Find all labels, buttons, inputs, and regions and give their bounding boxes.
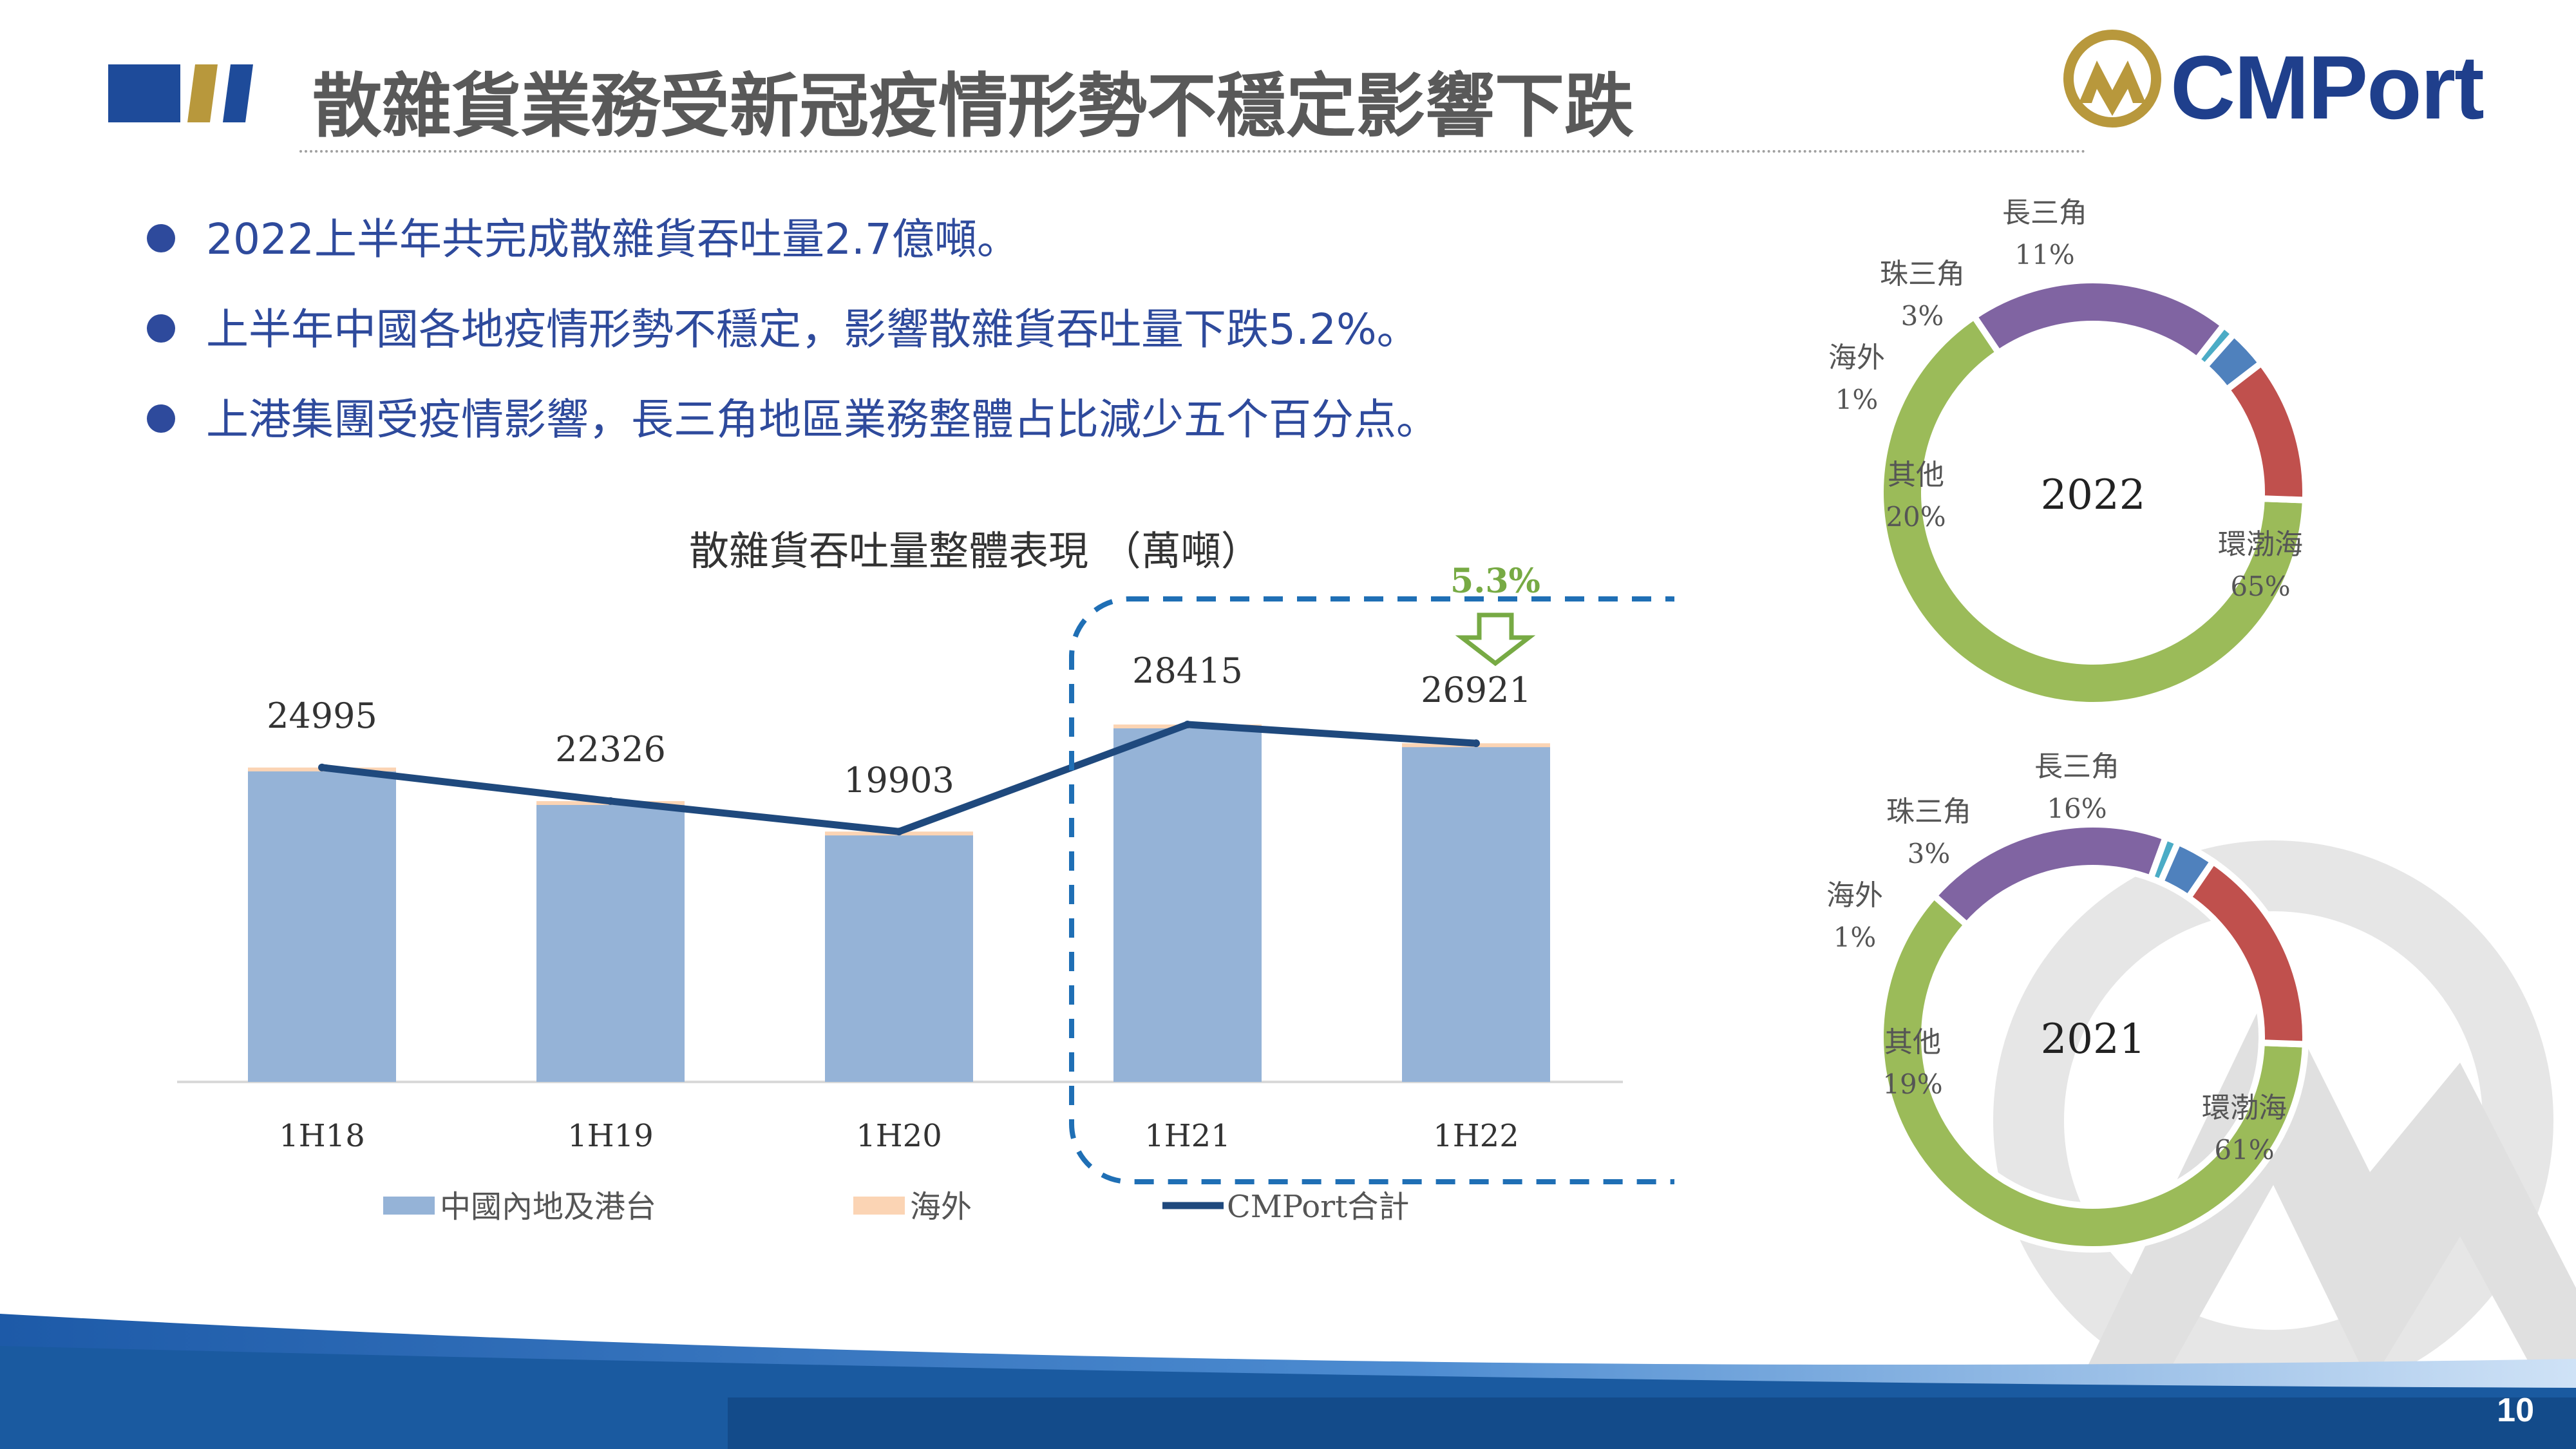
title-divider bbox=[299, 150, 2087, 153]
line-CMPort合計 bbox=[321, 721, 1477, 835]
x-tick-label: 1H19 bbox=[567, 1118, 653, 1154]
bullet-item: 2022上半年共完成散雜貨吞吐量2.7億噸。 bbox=[147, 205, 1019, 267]
x-tick-label: 1H21 bbox=[1144, 1118, 1230, 1154]
legend-swatch bbox=[853, 1197, 905, 1215]
donut-value-label: 19% bbox=[1882, 1068, 1942, 1100]
x-tick-label: 1H22 bbox=[1433, 1118, 1519, 1154]
donut-value-label: 16% bbox=[2047, 793, 2107, 824]
legend-label: 中國內地及港台 bbox=[440, 1189, 656, 1225]
donut-chart-2022: 2022 環渤海 65% 其他 20% 海外 1% 珠三角 3% 長三角 11% bbox=[1828, 196, 2309, 708]
throughput-bar-chart: 1H18 24995 1H19 22326 1H20 19903 1H21 28415 1H22… bbox=[177, 562, 1674, 1225]
donut-slice-其他 bbox=[1969, 277, 2229, 365]
donut-value-label: 20% bbox=[1886, 501, 1946, 533]
donut-category-label: 長三角 bbox=[2034, 750, 2119, 783]
bullet-item: 上半年中國各地疫情形勢不穩定，影響散雜貨吞吐量下跌5.2%。 bbox=[147, 295, 1419, 357]
down-arrow-icon bbox=[1455, 612, 1536, 667]
title-decoration-bars bbox=[108, 64, 253, 122]
data-label: 19903 bbox=[844, 760, 954, 800]
slide-title: 散雜貨業務受新冠疫情形勢不穩定影響下跌 bbox=[312, 66, 1634, 147]
page-number: 10 bbox=[2497, 1392, 2534, 1429]
bar-中國內地及港台 bbox=[1113, 728, 1262, 1082]
donut-category-label: 其他 bbox=[1888, 459, 1944, 491]
bar-中國內地及港台 bbox=[536, 804, 685, 1082]
donut-category-label: 珠三角 bbox=[1886, 795, 1971, 828]
donut-value-label: 3% bbox=[1908, 838, 1951, 869]
donut-value-label: 61% bbox=[2214, 1134, 2274, 1166]
donut-category-label: 海外 bbox=[1828, 341, 1885, 374]
bullet-dot-icon bbox=[147, 404, 175, 433]
donut-value-label: 3% bbox=[1901, 300, 1944, 332]
donut-category-label: 環渤海 bbox=[2202, 1092, 2287, 1124]
data-label: 22326 bbox=[555, 729, 666, 770]
legend-label: 海外 bbox=[910, 1189, 972, 1225]
data-label: 26921 bbox=[1421, 670, 1531, 710]
bar-中國內地及港台 bbox=[1402, 746, 1550, 1082]
footer-band bbox=[0, 1314, 2576, 1449]
donut-value-label: 65% bbox=[2230, 571, 2290, 602]
donut-category-label: 環渤海 bbox=[2218, 528, 2303, 561]
bullet-item: 上港集團受疫情影響，長三角地區業務整體占比減少五个百分点。 bbox=[147, 385, 1439, 447]
x-tick-label: 1H18 bbox=[279, 1118, 365, 1154]
cmport-logo-icon bbox=[2063, 30, 2161, 128]
bullet-text: 2022上半年共完成散雜貨吞吐量2.7億噸。 bbox=[206, 214, 1019, 264]
data-label: 28415 bbox=[1132, 650, 1243, 691]
bullet-text: 上半年中國各地疫情形勢不穩定，影響散雜貨吞吐量下跌5.2%。 bbox=[206, 305, 1419, 354]
donut-category-label: 珠三角 bbox=[1880, 258, 1965, 290]
donut-value-label: 1% bbox=[1833, 922, 1877, 953]
legend-swatch bbox=[383, 1197, 435, 1215]
change-annotation: 5.3% bbox=[1450, 562, 1540, 601]
bar-中國內地及港台 bbox=[248, 770, 396, 1082]
donut-slice-長三角 bbox=[2184, 857, 2309, 1048]
bar-中國內地及港台 bbox=[825, 834, 973, 1082]
highlight-box bbox=[1069, 596, 1674, 1184]
donut-center-label: 2021 bbox=[2041, 1016, 2146, 1063]
donut-slice-環渤海 bbox=[1877, 312, 2309, 708]
bullet-text: 上港集團受疫情影響，長三角地區業務整體占比減少五个百分点。 bbox=[206, 395, 1439, 444]
donut-category-label: 海外 bbox=[1826, 879, 1883, 912]
donut-slice-長三角 bbox=[2222, 358, 2309, 504]
donut-category-label: 其他 bbox=[1884, 1026, 1941, 1059]
data-label: 24995 bbox=[267, 696, 377, 736]
donut-category-label: 長三角 bbox=[2002, 196, 2087, 229]
donut-slice-其他 bbox=[1929, 821, 2170, 930]
bullet-dot-icon bbox=[147, 314, 175, 343]
donut-value-label: 1% bbox=[1835, 384, 1879, 415]
bar-chart-title: 散雜貨吞吐量整體表現 （萬噸） bbox=[689, 527, 1261, 574]
donut-chart-2021: 2021 環渤海 61% 其他 19% 海外 1% 珠三角 3% 長三角 16% bbox=[1826, 750, 2309, 1253]
donut-slice-環渤海 bbox=[1877, 891, 2309, 1253]
donut-value-label: 11% bbox=[2014, 239, 2074, 270]
x-tick-label: 1H20 bbox=[856, 1118, 942, 1154]
logo-text: CMPort bbox=[2170, 37, 2485, 138]
donut-center-label: 2022 bbox=[2041, 471, 2146, 519]
legend-label: CMPort合計 bbox=[1227, 1189, 1409, 1225]
bullet-dot-icon bbox=[147, 223, 175, 252]
